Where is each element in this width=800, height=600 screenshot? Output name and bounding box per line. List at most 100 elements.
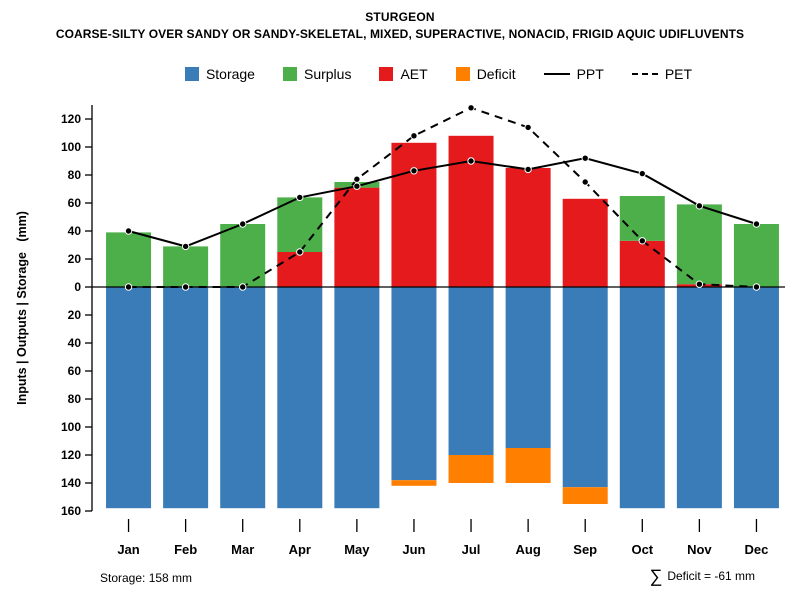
y-tick-label: 100 bbox=[61, 140, 81, 154]
x-tick-label-aug: Aug bbox=[515, 542, 540, 557]
chart-legend: Storage Surplus AET Deficit PPT PET bbox=[92, 66, 785, 82]
legend-label-aet: AET bbox=[400, 66, 428, 82]
ppt-marker-mar bbox=[239, 220, 247, 228]
pet-marker-mar bbox=[239, 283, 247, 291]
pet-marker-may bbox=[353, 175, 361, 183]
bar-storage-sep bbox=[562, 287, 608, 488]
bar-surplus-oct bbox=[619, 196, 665, 241]
bar-aet-jun bbox=[391, 142, 437, 287]
ppt-marker-jul bbox=[467, 157, 475, 165]
y-tick-label: 160 bbox=[61, 504, 81, 518]
x-tick-label-feb: Feb bbox=[174, 542, 197, 557]
deficit-total-label: ∑ Deficit = -61 mm bbox=[649, 567, 755, 585]
y-tick-label: 0 bbox=[74, 280, 81, 294]
legend-item-surplus: Surplus bbox=[282, 66, 352, 82]
legend-item-deficit: Deficit bbox=[455, 66, 516, 82]
ppt-marker-dec bbox=[752, 220, 761, 228]
ppt-marker-nov bbox=[695, 202, 704, 210]
bar-aet-may bbox=[334, 187, 380, 287]
legend-line-pet-icon bbox=[631, 73, 658, 75]
legend-item-ppt: PPT bbox=[543, 66, 604, 82]
ppt-marker-feb bbox=[181, 242, 190, 251]
bar-deficit-jul bbox=[448, 455, 494, 483]
bar-storage-apr bbox=[277, 287, 323, 509]
bar-storage-dec bbox=[733, 287, 779, 509]
ppt-marker-jun bbox=[410, 167, 418, 175]
chart-subtitle: COARSE-SILTY OVER SANDY OR SANDY-SKELETA… bbox=[55, 27, 745, 41]
bar-deficit-aug bbox=[505, 448, 551, 483]
bar-storage-may bbox=[334, 287, 380, 509]
y-tick-label: 80 bbox=[68, 392, 82, 406]
ppt-line bbox=[128, 157, 757, 248]
pet-marker-aug bbox=[524, 123, 532, 132]
bar-storage-nov bbox=[676, 287, 722, 509]
y-tick-label: 40 bbox=[68, 224, 82, 238]
bar-storage-mar bbox=[220, 287, 266, 509]
pet-marker-jun bbox=[410, 132, 418, 140]
legend-swatch-surplus-icon bbox=[282, 67, 297, 81]
pet-marker-sep bbox=[581, 178, 589, 186]
x-tick-label-nov: Nov bbox=[687, 542, 712, 557]
ppt-marker-may bbox=[353, 182, 361, 190]
y-tick-label: 100 bbox=[61, 420, 81, 434]
bar-aet-oct bbox=[619, 240, 665, 287]
pet-marker-dec bbox=[752, 283, 761, 291]
chart-title: STURGEON bbox=[365, 10, 435, 24]
y-axis-title: Inputs | Outputs | Storage (mm) bbox=[15, 211, 29, 405]
y-tick-label: 20 bbox=[68, 308, 82, 322]
legend-line-ppt-icon bbox=[543, 73, 570, 75]
pet-marker-jan bbox=[124, 283, 133, 291]
pet-marker-nov bbox=[695, 280, 704, 288]
bar-surplus-nov bbox=[676, 204, 722, 285]
bar-storage-oct bbox=[619, 287, 665, 509]
bar-surplus-feb bbox=[163, 246, 209, 287]
x-tick-label-oct: Oct bbox=[631, 542, 653, 557]
y-tick-label: 140 bbox=[61, 476, 81, 490]
bar-storage-feb bbox=[163, 287, 209, 509]
bar-surplus-dec bbox=[733, 224, 779, 287]
bar-surplus-mar bbox=[220, 224, 266, 287]
bar-surplus-jan bbox=[106, 232, 152, 287]
y-tick-label: 60 bbox=[68, 196, 82, 210]
bar-surplus-apr bbox=[277, 197, 323, 252]
pet-marker-apr bbox=[296, 248, 304, 256]
pet-marker-feb bbox=[181, 283, 190, 291]
bar-aet-apr bbox=[277, 252, 323, 287]
ppt-marker-apr bbox=[296, 193, 304, 202]
legend-swatch-deficit-icon bbox=[455, 67, 470, 81]
x-tick-label-may: May bbox=[344, 542, 370, 557]
ppt-marker-oct bbox=[638, 169, 646, 178]
pet-marker-oct bbox=[638, 237, 646, 245]
ppt-marker-jan bbox=[124, 227, 133, 235]
y-tick-label: 80 bbox=[68, 168, 82, 182]
legend-label-ppt: PPT bbox=[576, 66, 604, 82]
legend-item-pet: PET bbox=[631, 66, 693, 82]
pet-line bbox=[128, 106, 757, 288]
x-tick-label-jan: Jan bbox=[117, 542, 139, 557]
deficit-total-text: Deficit = -61 mm bbox=[667, 569, 755, 583]
legend-label-surplus: Surplus bbox=[303, 66, 352, 82]
sigma-symbol: ∑ bbox=[649, 566, 663, 586]
ppt-marker-sep bbox=[581, 154, 589, 162]
y-tick-label: 120 bbox=[61, 112, 81, 126]
ppt-marker-aug bbox=[524, 165, 532, 174]
legend-label-pet: PET bbox=[664, 66, 693, 82]
bar-storage-aug bbox=[505, 287, 551, 448]
legend-item-storage: Storage bbox=[184, 66, 255, 82]
legend-swatch-aet-icon bbox=[379, 67, 394, 81]
storage-total-label: Storage: 158 mm bbox=[100, 571, 193, 585]
bar-deficit-sep bbox=[562, 487, 608, 504]
bar-storage-jul bbox=[448, 287, 494, 455]
legend-label-deficit: Deficit bbox=[476, 66, 516, 82]
legend-swatch-storage-icon bbox=[184, 67, 199, 81]
x-tick-label-mar: Mar bbox=[231, 542, 254, 557]
y-tick-label: 120 bbox=[61, 448, 81, 462]
legend-label-storage: Storage bbox=[205, 66, 255, 82]
bar-storage-jan bbox=[106, 287, 152, 509]
x-tick-label-jul: Jul bbox=[462, 542, 481, 557]
y-tick-label: 20 bbox=[68, 252, 82, 266]
bar-deficit-jun bbox=[391, 480, 437, 486]
x-tick-label-jun: Jun bbox=[402, 542, 425, 557]
